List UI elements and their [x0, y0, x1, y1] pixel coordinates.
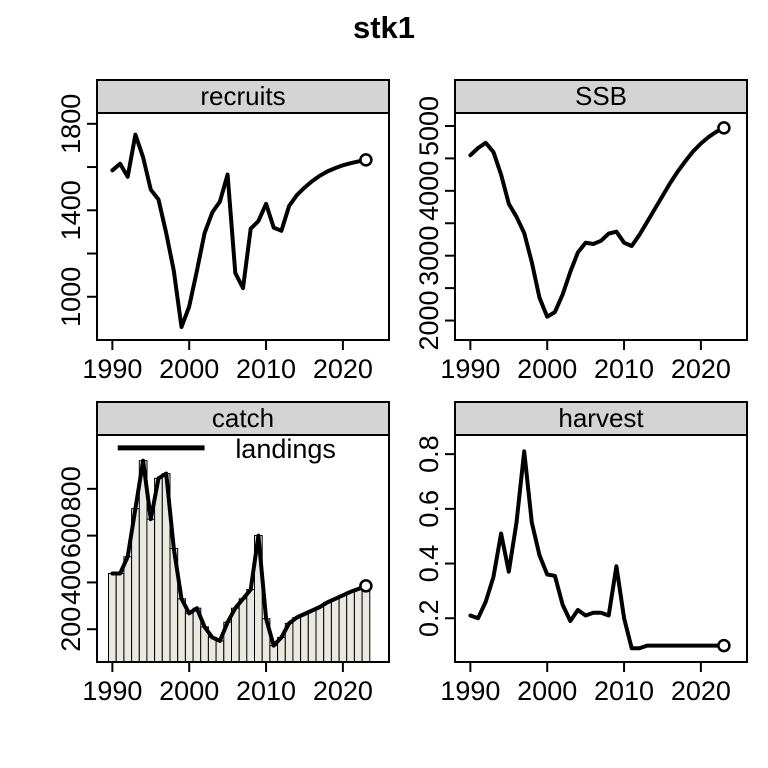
catch-series-line [110, 458, 368, 648]
y-tick-label: 5000 [414, 96, 444, 156]
catch-bar [238, 598, 248, 663]
catch-bar [292, 617, 302, 663]
end-marker-circle [359, 579, 373, 593]
y-tick-label: 3000 [414, 226, 444, 286]
strip-header [454, 79, 748, 114]
catch-bar [184, 612, 194, 663]
ssb-series-line [468, 125, 726, 319]
plot-border [454, 434, 748, 663]
catch-bar [361, 585, 371, 663]
x-tick-label: 2010 [594, 676, 654, 706]
catch-bar [154, 477, 163, 663]
x-tick-label: 2010 [594, 354, 654, 384]
catch-bar [353, 588, 363, 663]
catch-bar [307, 610, 317, 663]
catch-bar [108, 573, 117, 663]
panel-recruits-chart: recruits 1990 2000 2010 2020 1000 1400 1800 [56, 79, 390, 384]
x-tick-label: 1990 [82, 676, 142, 706]
end-marker-circle [717, 121, 731, 135]
plot-border [96, 434, 390, 663]
y-tick-label: 0.6 [414, 490, 444, 528]
catch-bar [123, 556, 133, 663]
catch-bar [215, 640, 225, 663]
x-tick-label: 2000 [517, 354, 577, 384]
x-tick-label: 2020 [671, 354, 731, 384]
end-marker-circle [359, 153, 373, 167]
y-tick-label: 400 [56, 560, 86, 605]
x-tick-label: 2020 [671, 676, 731, 706]
x-tick-label: 1990 [440, 354, 500, 384]
x-tick-label: 2000 [159, 354, 219, 384]
catch-bar [207, 636, 217, 663]
strip-label: harvest [558, 403, 644, 433]
catch-bar [146, 518, 156, 663]
x-tick-label: 2010 [236, 354, 296, 384]
y-tick-label: 600 [56, 513, 86, 558]
y-tick-label: 1400 [56, 180, 86, 240]
recruits-series-line [110, 132, 368, 329]
y-tick-label: 4000 [414, 161, 444, 221]
legend-label: landings [235, 434, 336, 464]
panel-ssb-chart: SSB 1990 2000 2010 2020 2000 3000 4000 5000 [414, 79, 748, 384]
catch-bar [300, 613, 309, 663]
catch-bar [330, 598, 340, 663]
x-tick-label: 2010 [236, 676, 296, 706]
strip-label: catch [212, 403, 274, 433]
harvest-series-line [468, 449, 726, 651]
strip-header [96, 79, 390, 114]
x-tick-label: 2000 [517, 676, 577, 706]
y-tick-label: 0.2 [414, 599, 444, 637]
catch-bar [177, 598, 186, 663]
figure-title: stk1 [352, 10, 416, 45]
x-tick-label: 2020 [313, 354, 373, 384]
plot-border [454, 112, 748, 341]
x-tick-label: 2020 [313, 676, 373, 706]
end-marker-circle [717, 638, 731, 653]
catch-bar [269, 645, 279, 663]
plot-border [96, 112, 390, 341]
y-tick-label: 1000 [56, 267, 86, 327]
catch-bar [338, 594, 348, 663]
y-tick-label: 2000 [414, 290, 444, 350]
x-tick-label: 2000 [159, 676, 219, 706]
strip-header [454, 401, 748, 436]
catch-bar [315, 606, 325, 663]
strip-header [96, 401, 390, 436]
y-tick-label: 800 [56, 466, 86, 511]
catch-bar [246, 589, 256, 663]
catch-bar [346, 591, 355, 663]
y-tick-label: 1800 [56, 94, 86, 154]
x-tick-label: 1990 [82, 354, 142, 384]
panel-harvest-chart: harvest 1990 2000 2010 2020 0.2 0.4 0.6 0.8 [414, 401, 748, 706]
y-tick-label: 0.4 [414, 545, 444, 583]
y-tick-label: 0.8 [414, 435, 444, 473]
catch-bar [115, 573, 125, 663]
strip-label: recruits [200, 81, 285, 111]
x-tick-label: 1990 [440, 676, 500, 706]
y-tick-label: 200 [56, 607, 86, 652]
strip-label: SSB [575, 81, 627, 111]
catch-bar [323, 601, 332, 663]
